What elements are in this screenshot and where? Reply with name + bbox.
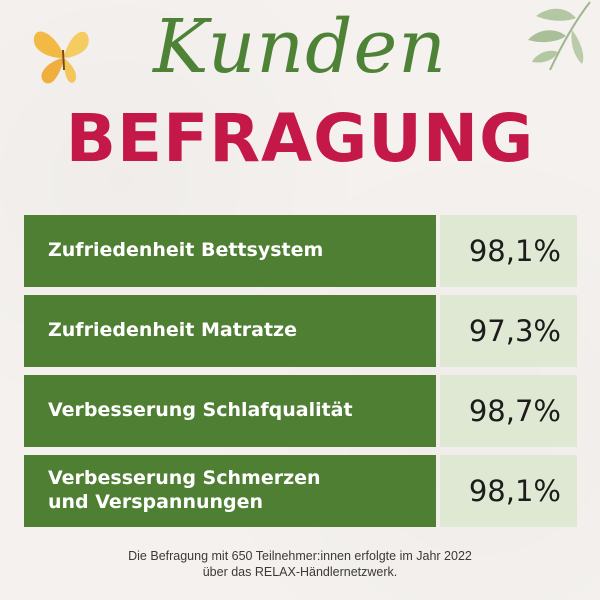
footnote-line-1: Die Befragung mit 650 Teilnehmer:innen e… xyxy=(128,549,472,563)
leaves-icon xyxy=(528,1,591,71)
result-row: Verbesserung Schmerzen und Verspannungen… xyxy=(24,455,577,527)
footnote-line-2: über das RELAX-Händlernetzwerk. xyxy=(202,565,398,580)
result-value: 98,1% xyxy=(440,215,577,287)
result-label: Zufriedenheit Bettsystem xyxy=(24,215,436,287)
result-row: Zufriedenheit Matratze 97,3% xyxy=(24,295,577,367)
title-main: BEFRAGUNG xyxy=(65,100,535,177)
result-row: Verbesserung Schlafqualität 98,7% xyxy=(24,375,577,447)
butterfly-icon xyxy=(33,31,89,84)
title-script: Kunden xyxy=(153,4,447,90)
results-table: Zufriedenheit Bettsystem 98,1% Zufrieden… xyxy=(24,215,577,535)
result-label: Zufriedenheit Matratze xyxy=(24,295,436,367)
result-label: Verbesserung Schlafqualität xyxy=(24,375,436,447)
footnote: Die Befragung mit 650 Teilnehmer:innen e… xyxy=(0,548,600,581)
result-row: Zufriedenheit Bettsystem 98,1% xyxy=(24,215,577,287)
result-value: 98,1% xyxy=(440,455,577,527)
result-value: 98,7% xyxy=(440,375,577,447)
result-value: 97,3% xyxy=(440,295,577,367)
result-label: Verbesserung Schmerzen und Verspannungen xyxy=(24,455,436,527)
